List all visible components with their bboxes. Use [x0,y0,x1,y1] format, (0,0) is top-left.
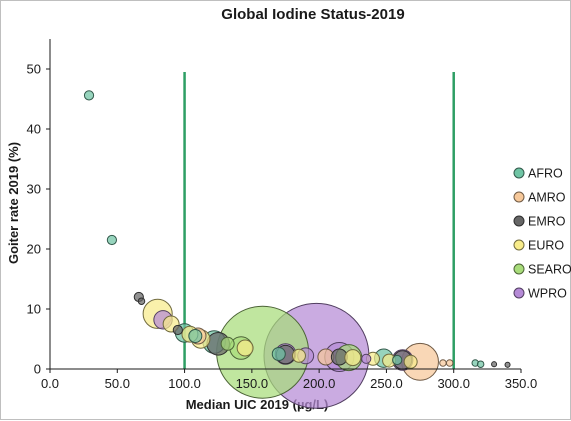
data-bubble-afro [476,360,485,368]
legend: AFRO AMRO EMRO EURO SEARO WPRO [513,167,571,301]
y-axis-title: Goiter rate 2019 (%) [6,142,21,264]
legend-marker-afro [513,167,525,179]
reference-lines [183,72,455,369]
data-bubble-afro [188,328,203,344]
data-bubble-euro [403,354,418,369]
y-tick-label: 20 [27,242,41,257]
data-bubble-afro [271,346,286,362]
data-bubble-amro [445,359,454,367]
y-tick-label: 50 [27,62,41,77]
legend-label-amro: AMRO [528,191,566,205]
y-tick-label: 10 [27,302,41,317]
y-tick-label: 0 [34,362,41,377]
x-tick-label: 100.0 [168,376,201,391]
legend-marker-wpro [513,287,525,299]
data-bubble-emro [504,361,511,368]
axes: 0.0 50.0 100.0 150.0 200.0 250.0 300.0 350.0 0 10… [27,39,538,391]
x-tick-label: 150.0 [236,376,269,391]
data-bubble-emro [172,324,183,336]
legend-marker-emro [513,215,525,227]
data-bubble-emro [491,361,498,368]
x-tick-label: 300.0 [437,376,470,391]
y-tick-label: 40 [27,122,41,137]
data-bubble-euro [291,348,306,363]
legend-label-emro: EMRO [528,215,566,229]
legend-label-euro: EURO [528,239,564,253]
legend-label-searo: SEARO [528,263,571,277]
legend-label-afro: AFRO [528,167,563,181]
data-bubble-afro [83,90,95,101]
bubble-layer [83,90,511,409]
x-tick-label: 250.0 [370,376,403,391]
data-bubble-afro [392,354,403,366]
legend-marker-searo [513,263,525,275]
x-tick-label: 200.0 [303,376,336,391]
data-bubble-afro [106,234,118,246]
x-tick-label: 50.0 [105,376,130,391]
data-bubble-wpro [361,353,372,364]
legend-label-wpro: WPRO [528,287,567,301]
data-bubble-emro [137,297,146,305]
legend-marker-amro [513,191,525,203]
legend-marker-euro [513,239,525,251]
y-tick-label: 30 [27,182,41,197]
data-bubble-amro [439,359,447,367]
x-tick-label: 350.0 [505,376,538,391]
chart-title: Global Iodine Status-2019 [221,6,404,23]
data-bubble-euro [344,349,362,367]
data-bubble-euro [236,339,254,357]
x-tick-label: 0.0 [41,376,59,391]
data-bubble-searo [220,336,235,351]
